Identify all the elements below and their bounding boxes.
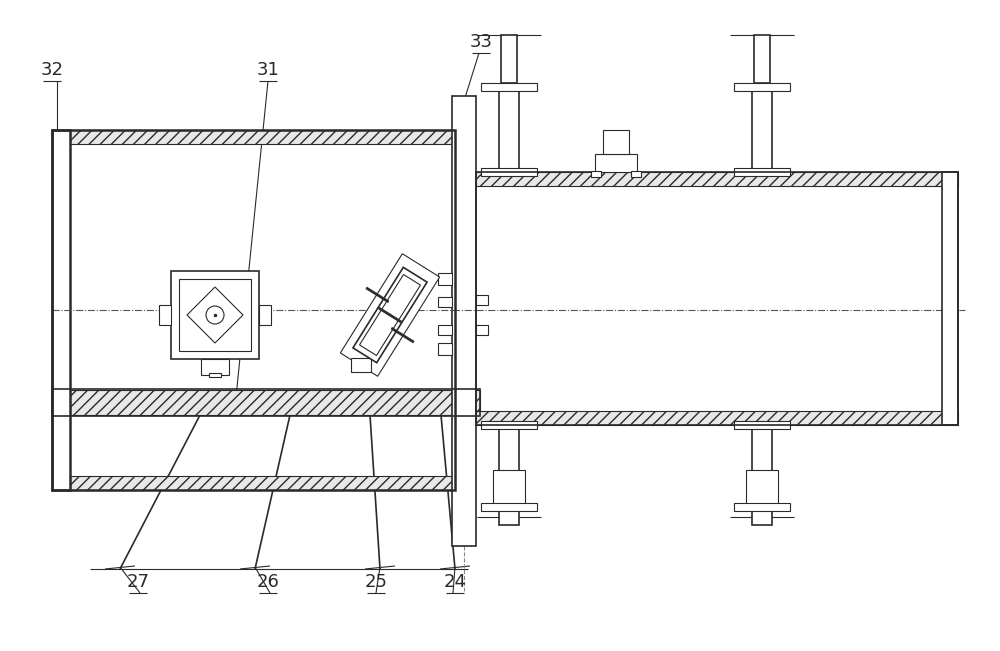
Bar: [591, 171, 601, 177]
Polygon shape: [360, 275, 420, 355]
Bar: [481, 503, 537, 511]
Polygon shape: [391, 327, 414, 343]
Bar: [746, 470, 778, 505]
Bar: [752, 425, 772, 525]
Text: 32: 32: [40, 61, 64, 79]
Text: 31: 31: [257, 61, 279, 79]
Bar: [351, 358, 371, 372]
Bar: [52, 130, 455, 490]
Text: 25: 25: [364, 573, 388, 591]
Bar: [52, 130, 70, 490]
Bar: [481, 421, 537, 429]
Bar: [52, 390, 480, 415]
Bar: [259, 305, 271, 325]
Bar: [70, 476, 455, 490]
Bar: [159, 305, 171, 325]
Bar: [438, 325, 452, 335]
Text: 27: 27: [126, 573, 150, 591]
Bar: [70, 144, 455, 476]
Bar: [438, 343, 452, 355]
Bar: [481, 168, 537, 176]
Bar: [209, 373, 221, 377]
Bar: [481, 83, 537, 91]
Bar: [595, 154, 637, 172]
Bar: [438, 273, 452, 285]
Bar: [201, 359, 229, 375]
Bar: [734, 421, 790, 429]
Bar: [70, 130, 455, 144]
Bar: [476, 325, 488, 335]
Bar: [476, 411, 958, 425]
Text: 24: 24: [444, 573, 466, 591]
Bar: [501, 35, 517, 83]
Polygon shape: [366, 287, 389, 303]
Bar: [52, 389, 480, 416]
Bar: [476, 172, 958, 425]
Bar: [438, 297, 452, 307]
Text: 33: 33: [470, 33, 492, 51]
Circle shape: [206, 306, 224, 324]
Bar: [179, 279, 251, 351]
Bar: [452, 96, 476, 546]
Polygon shape: [187, 287, 243, 343]
Bar: [752, 87, 772, 172]
Text: 26: 26: [257, 573, 279, 591]
Bar: [499, 87, 519, 172]
Bar: [499, 425, 519, 525]
Polygon shape: [353, 268, 427, 363]
Bar: [734, 168, 790, 176]
Bar: [476, 295, 488, 305]
Bar: [476, 186, 942, 411]
Polygon shape: [378, 307, 402, 323]
Bar: [734, 83, 790, 91]
Bar: [942, 172, 958, 425]
Polygon shape: [340, 254, 440, 376]
Bar: [493, 470, 525, 505]
Bar: [603, 130, 629, 154]
Bar: [631, 171, 641, 177]
Bar: [476, 172, 958, 186]
Bar: [734, 503, 790, 511]
Bar: [754, 35, 770, 83]
Bar: [171, 271, 259, 359]
